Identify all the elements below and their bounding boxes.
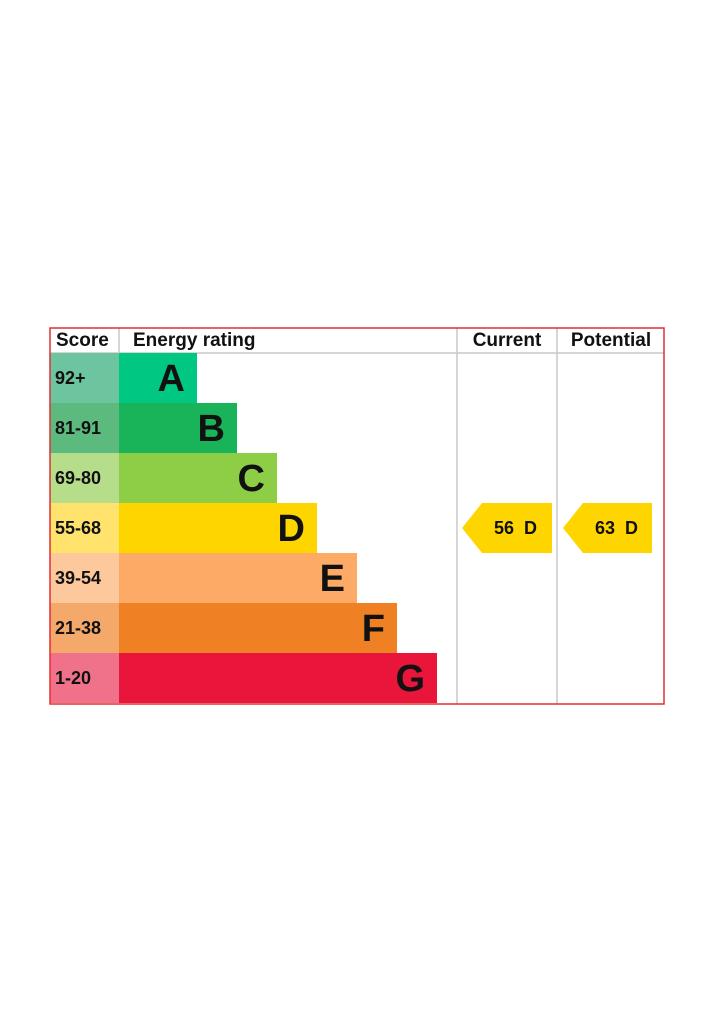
- rating-letter: D: [278, 508, 305, 550]
- score-cell: [50, 603, 119, 653]
- current-letter: D: [524, 518, 537, 538]
- score-cell: [50, 653, 119, 703]
- rating-bar: [119, 653, 437, 703]
- rating-bar: [119, 503, 317, 553]
- header-rating: Energy rating: [133, 330, 255, 351]
- score-cell: [50, 353, 119, 403]
- score-label: 92+: [55, 368, 86, 388]
- rating-letter: G: [395, 658, 425, 700]
- border: [49, 327, 665, 705]
- potential-value: 63: [595, 518, 615, 538]
- score-label: 1-20: [55, 668, 91, 688]
- rating-letter: F: [362, 608, 385, 650]
- rating-bar: [119, 453, 277, 503]
- rating-bar: [119, 553, 357, 603]
- rating-bar: [119, 403, 237, 453]
- score-label: 55-68: [55, 518, 101, 538]
- score-label: 69-80: [55, 468, 101, 488]
- score-cell: [50, 553, 119, 603]
- score-label: 21-38: [55, 618, 101, 638]
- rating-letter: C: [238, 458, 265, 500]
- score-label: 81-91: [55, 418, 101, 438]
- score-cell: [50, 453, 119, 503]
- current-arrow: [462, 503, 552, 553]
- score-cell: [50, 503, 119, 553]
- score-label: 39-54: [55, 568, 101, 588]
- header-current: Current: [473, 330, 542, 351]
- rating-bar: [119, 353, 197, 403]
- potential-arrow: [563, 503, 652, 553]
- potential-letter: D: [625, 518, 638, 538]
- header-potential: Potential: [571, 330, 651, 351]
- rating-bar: [119, 603, 397, 653]
- current-value: 56: [494, 518, 514, 538]
- rating-letter: E: [320, 558, 345, 600]
- header-score: Score: [56, 330, 109, 351]
- rating-letter: A: [158, 358, 185, 400]
- score-cell: [50, 403, 119, 453]
- rating-letter: B: [198, 408, 225, 450]
